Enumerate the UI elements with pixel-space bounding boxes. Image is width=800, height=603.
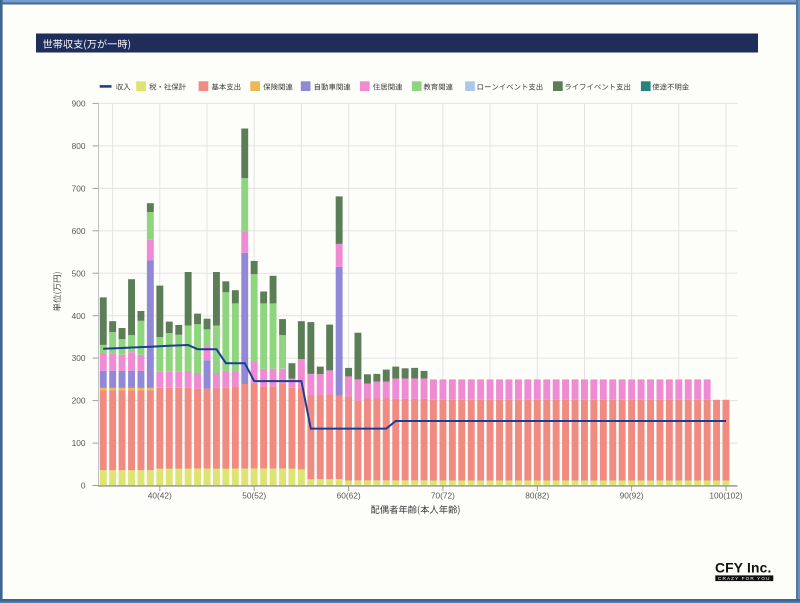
svg-text:700: 700 — [72, 184, 86, 194]
svg-text:CRAZY FOR YOU: CRAZY FOR YOU — [718, 576, 771, 581]
svg-text:50(52): 50(52) — [242, 491, 266, 501]
svg-text:100(102): 100(102) — [709, 491, 742, 501]
svg-text:40(42): 40(42) — [148, 491, 172, 501]
svg-text:60(62): 60(62) — [337, 491, 361, 501]
svg-text:800: 800 — [72, 141, 86, 151]
svg-text:200: 200 — [72, 396, 86, 406]
svg-text:70(72): 70(72) — [431, 491, 455, 501]
svg-text:80(82): 80(82) — [525, 491, 549, 501]
svg-text:500: 500 — [72, 268, 86, 278]
svg-text:0: 0 — [81, 481, 86, 491]
svg-text:100: 100 — [72, 438, 86, 448]
svg-text:300: 300 — [72, 353, 86, 363]
svg-text:CFY Inc.: CFY Inc. — [715, 561, 772, 576]
svg-text:400: 400 — [72, 311, 86, 321]
svg-text:900: 900 — [72, 99, 86, 109]
svg-text:90(92): 90(92) — [620, 491, 644, 501]
svg-text:600: 600 — [72, 226, 86, 236]
